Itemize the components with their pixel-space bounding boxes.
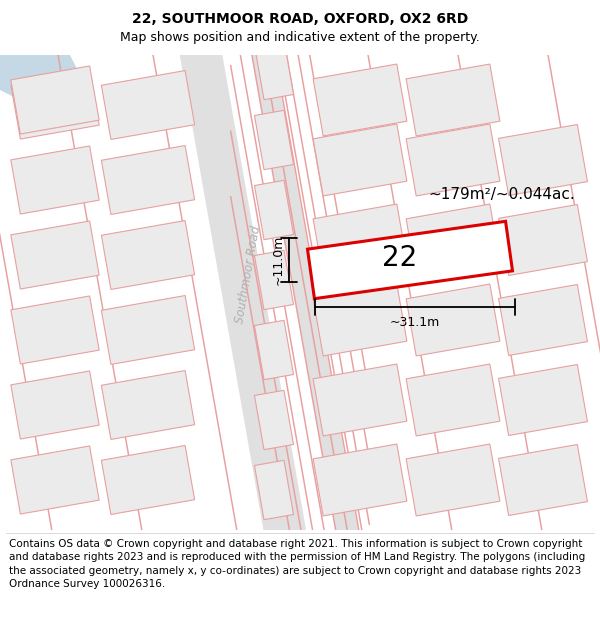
Polygon shape (230, 0, 370, 625)
Text: ~31.1m: ~31.1m (390, 316, 440, 329)
Text: Southmoor Road: Southmoor Road (233, 225, 263, 325)
Text: ~11.0m: ~11.0m (272, 235, 285, 285)
Polygon shape (11, 66, 99, 134)
Polygon shape (313, 124, 407, 196)
Polygon shape (307, 221, 512, 299)
Polygon shape (0, 0, 71, 625)
Polygon shape (101, 146, 194, 214)
Polygon shape (11, 146, 99, 214)
Text: ~179m²/~0.044ac.: ~179m²/~0.044ac. (428, 188, 575, 202)
Polygon shape (101, 446, 194, 514)
Polygon shape (230, 131, 370, 625)
Polygon shape (230, 0, 370, 625)
Polygon shape (11, 296, 99, 364)
Polygon shape (254, 321, 293, 379)
Polygon shape (101, 71, 194, 139)
Polygon shape (259, 0, 382, 625)
Polygon shape (133, 0, 257, 625)
Polygon shape (439, 0, 562, 625)
Polygon shape (313, 64, 407, 136)
Polygon shape (230, 0, 370, 591)
Polygon shape (11, 371, 99, 439)
Polygon shape (349, 0, 472, 625)
Polygon shape (230, 0, 370, 625)
Polygon shape (38, 0, 161, 625)
Polygon shape (499, 364, 587, 436)
Polygon shape (11, 71, 99, 139)
Polygon shape (254, 251, 293, 309)
Polygon shape (101, 296, 194, 364)
Polygon shape (0, 55, 80, 105)
Polygon shape (313, 444, 407, 516)
Text: Contains OS data © Crown copyright and database right 2021. This information is : Contains OS data © Crown copyright and d… (9, 539, 585, 589)
Polygon shape (406, 204, 500, 276)
Polygon shape (499, 204, 587, 276)
Polygon shape (406, 364, 500, 436)
Polygon shape (529, 0, 600, 625)
Polygon shape (233, 0, 377, 625)
Text: Map shows position and indicative extent of the property.: Map shows position and indicative extent… (120, 31, 480, 44)
Polygon shape (313, 204, 407, 276)
Polygon shape (230, 0, 370, 459)
Polygon shape (406, 124, 500, 196)
Polygon shape (406, 64, 500, 136)
Polygon shape (406, 284, 500, 356)
Polygon shape (11, 446, 99, 514)
Text: 22, SOUTHMOOR ROAD, OXFORD, OX2 6RD: 22, SOUTHMOOR ROAD, OXFORD, OX2 6RD (132, 12, 468, 26)
Polygon shape (101, 221, 194, 289)
Polygon shape (161, 0, 325, 625)
Polygon shape (11, 221, 99, 289)
Polygon shape (101, 371, 194, 439)
Polygon shape (499, 444, 587, 516)
Polygon shape (499, 124, 587, 196)
Polygon shape (254, 41, 293, 99)
Polygon shape (313, 364, 407, 436)
Polygon shape (230, 196, 370, 625)
Polygon shape (230, 65, 370, 625)
Polygon shape (230, 0, 370, 394)
Polygon shape (230, 0, 370, 525)
Text: 22: 22 (382, 244, 418, 272)
Polygon shape (406, 444, 500, 516)
Polygon shape (499, 284, 587, 356)
Polygon shape (254, 181, 293, 239)
Polygon shape (313, 284, 407, 356)
Polygon shape (254, 111, 293, 169)
Polygon shape (254, 391, 293, 449)
Polygon shape (254, 461, 293, 519)
